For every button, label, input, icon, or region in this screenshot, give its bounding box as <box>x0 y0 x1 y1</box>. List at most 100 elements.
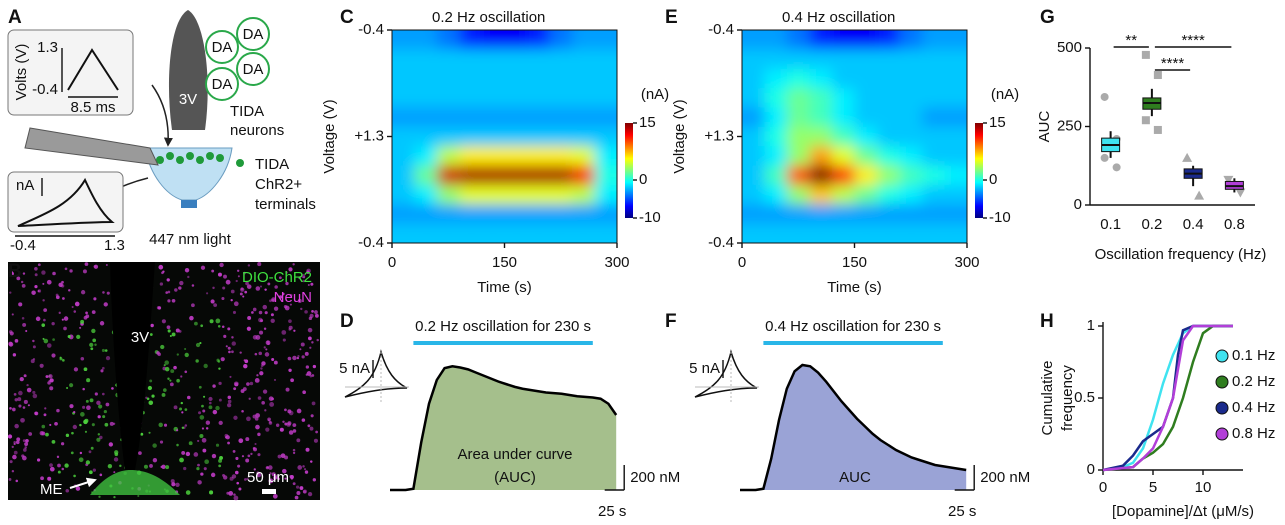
heatmap-cell <box>504 204 528 225</box>
cell <box>149 379 153 383</box>
cell <box>289 303 292 306</box>
heatmap-cell <box>549 49 573 70</box>
cell <box>35 316 41 322</box>
cell <box>23 399 28 405</box>
cell <box>83 419 88 425</box>
cell <box>239 292 243 296</box>
x-axis-label: Oscillation frequency (Hz) <box>1095 246 1267 263</box>
cell <box>76 334 81 339</box>
heatmap-cell <box>594 107 617 128</box>
cell <box>305 373 308 376</box>
heatmap-cell <box>809 184 833 206</box>
cell <box>307 424 311 428</box>
cell <box>171 332 176 337</box>
heatmap-cell <box>482 223 506 243</box>
cell <box>265 348 268 351</box>
cell <box>257 432 261 437</box>
heatmap-cell <box>594 146 617 167</box>
cell <box>62 297 65 300</box>
cell <box>229 476 234 481</box>
cell <box>191 284 195 287</box>
cell <box>42 282 45 285</box>
heatmap-cell <box>854 146 878 167</box>
cell <box>26 387 32 393</box>
heatmap-cell <box>459 107 483 128</box>
heatmap-cell <box>482 68 506 90</box>
cell <box>22 272 26 275</box>
cell <box>209 401 212 405</box>
cell <box>269 299 272 303</box>
cell <box>287 356 292 361</box>
electrode <box>24 127 159 166</box>
heatmap-cell <box>549 223 573 243</box>
cell <box>34 411 39 416</box>
heatmap-cell <box>527 126 551 148</box>
scale-label-y: 200 nM <box>980 469 1030 486</box>
cell <box>292 263 295 266</box>
cell <box>73 411 76 414</box>
dopamine-label: DA <box>212 76 233 93</box>
x-axis-label: [Dopamine]/Δt (μM/s) <box>1112 503 1254 520</box>
cell <box>246 477 249 481</box>
cell <box>244 359 249 364</box>
cell <box>22 455 27 461</box>
cell <box>15 479 19 483</box>
cell <box>44 407 47 410</box>
cell <box>163 423 168 427</box>
cell <box>311 309 314 313</box>
cell <box>137 494 140 498</box>
cell <box>169 334 172 337</box>
cell <box>49 463 53 468</box>
cell <box>101 392 105 396</box>
cell <box>272 493 278 499</box>
cell <box>216 358 220 362</box>
heatmap-cell <box>414 126 438 148</box>
cell <box>199 341 202 345</box>
heatmap-cell <box>392 204 416 225</box>
point <box>1153 71 1162 80</box>
cell <box>176 378 180 383</box>
cell <box>288 328 292 331</box>
cell <box>307 283 310 287</box>
heatmap-cell <box>877 165 901 186</box>
scale-label: 50 μm <box>247 469 289 486</box>
series-line <box>1102 324 1233 472</box>
cell <box>305 365 310 369</box>
legend-swatch <box>1215 427 1229 441</box>
heatmap-cell <box>527 88 551 109</box>
cell <box>183 466 187 471</box>
cell <box>275 423 280 427</box>
cell <box>181 450 186 455</box>
heatmap-cell <box>482 204 506 225</box>
cell <box>41 323 46 327</box>
heatmap-cell <box>504 126 528 148</box>
heatmap-cell <box>527 223 551 243</box>
heatmap-cell <box>437 107 461 128</box>
cell <box>225 435 230 440</box>
cell <box>22 439 26 443</box>
cell <box>206 292 209 295</box>
cell <box>269 402 275 407</box>
heatmap-cell <box>482 49 506 70</box>
terminals-label: terminals <box>255 196 316 213</box>
cell <box>292 355 297 361</box>
x-tick-label: 0 <box>388 254 396 271</box>
cell <box>70 451 74 455</box>
cell <box>210 472 216 478</box>
cell <box>43 308 48 312</box>
cell <box>58 282 63 288</box>
cell <box>219 262 224 268</box>
cell <box>21 284 26 288</box>
cell <box>49 423 52 427</box>
cell <box>211 453 217 459</box>
point <box>1194 190 1205 200</box>
cell <box>269 420 272 424</box>
cell <box>256 374 259 377</box>
cell <box>184 424 188 427</box>
cell <box>209 319 214 324</box>
cell <box>171 482 176 487</box>
legend-label: 0.8 Hz <box>1232 425 1275 442</box>
heatmap-cell <box>764 126 788 148</box>
heatmap-cell <box>572 204 596 225</box>
panel-label: E <box>665 7 678 28</box>
